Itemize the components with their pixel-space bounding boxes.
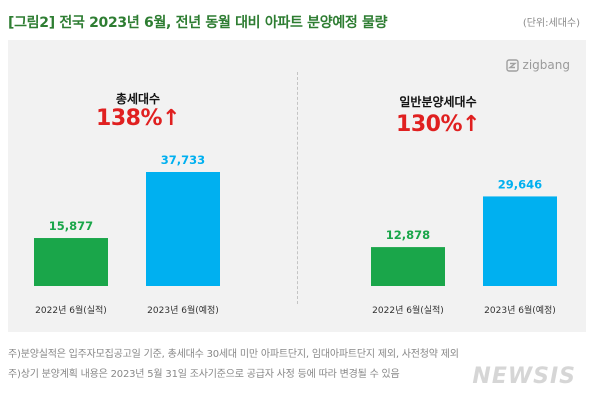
zigbang-logo: zigbang	[505, 58, 570, 72]
unit-label: (단위:세대수)	[522, 18, 580, 29]
group-title-total: 총세대수	[115, 92, 161, 106]
group-change-total: 138%↑	[96, 106, 180, 131]
footnote-2: 주)상기 분양계획 내용은 2023년 5월 31일 조사기준으로 공급자 사정…	[8, 369, 400, 380]
group-change-general: 130%↑	[396, 112, 480, 137]
figure-title: [그림2] 전국 2023년 6월, 전년 동월 대비 아파트 분양예정 물량	[8, 15, 388, 31]
logo-text: zigbang	[522, 58, 570, 72]
footnote-1: 주)분양실적은 입주자모집공고일 기준, 총세대수 30세대 미만 아파트단지,…	[8, 349, 459, 360]
group-title-general: 일반분양세대수	[399, 95, 477, 109]
newsis-watermark: NEWSIS	[472, 364, 576, 389]
panel-divider	[297, 72, 298, 304]
zigbang-logo-icon	[505, 58, 519, 72]
